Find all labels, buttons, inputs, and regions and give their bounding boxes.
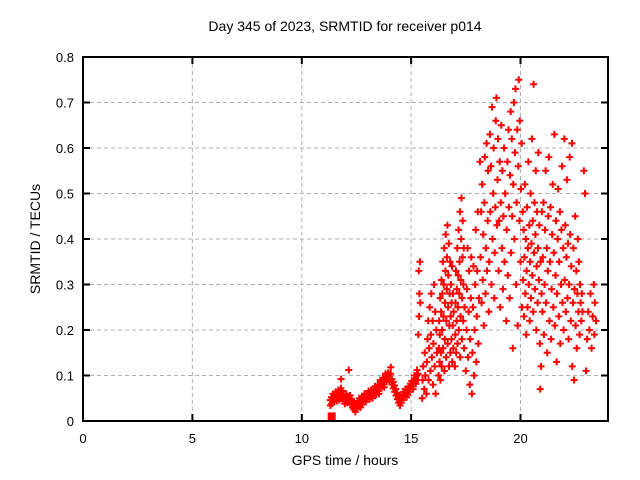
x-tick-label: 15 (404, 431, 418, 446)
y-tick-label: 0.2 (56, 323, 74, 338)
chart-title: Day 345 of 2023, SRMTID for receiver p01… (208, 18, 481, 34)
x-axis-label: GPS time / hours (292, 452, 399, 468)
x-tick-label: 5 (189, 431, 196, 446)
grid-lines (83, 57, 608, 421)
y-tick-label: 0.7 (56, 96, 74, 111)
data-points (326, 76, 600, 416)
tick-mark-path (82, 56, 608, 422)
y-tick-label: 0.5 (56, 187, 74, 202)
start-marker (327, 412, 336, 421)
y-tick-label: 0 (67, 414, 74, 429)
scatter-point-path (326, 76, 600, 416)
axis-tick-marks (82, 56, 608, 422)
y-tick-label: 0.4 (56, 232, 74, 247)
y-tick-labels: 0 0.1 0.2 0.3 0.4 0.5 0.6 0.7 0.8 (56, 50, 74, 429)
x-tick-label: 0 (79, 431, 86, 446)
x-tick-label: 20 (513, 431, 527, 446)
grid-line-path (83, 57, 608, 421)
y-tick-label: 0.1 (56, 369, 74, 384)
x-tick-label: 10 (295, 431, 309, 446)
y-axis-label: SRMTID / TECUs (27, 184, 43, 294)
y-tick-label: 0.8 (56, 50, 74, 65)
start-square-marker (327, 412, 336, 421)
y-tick-label: 0.3 (56, 278, 74, 293)
y-tick-label: 0.6 (56, 141, 74, 156)
x-tick-labels: 0 5 10 15 20 (79, 431, 527, 446)
